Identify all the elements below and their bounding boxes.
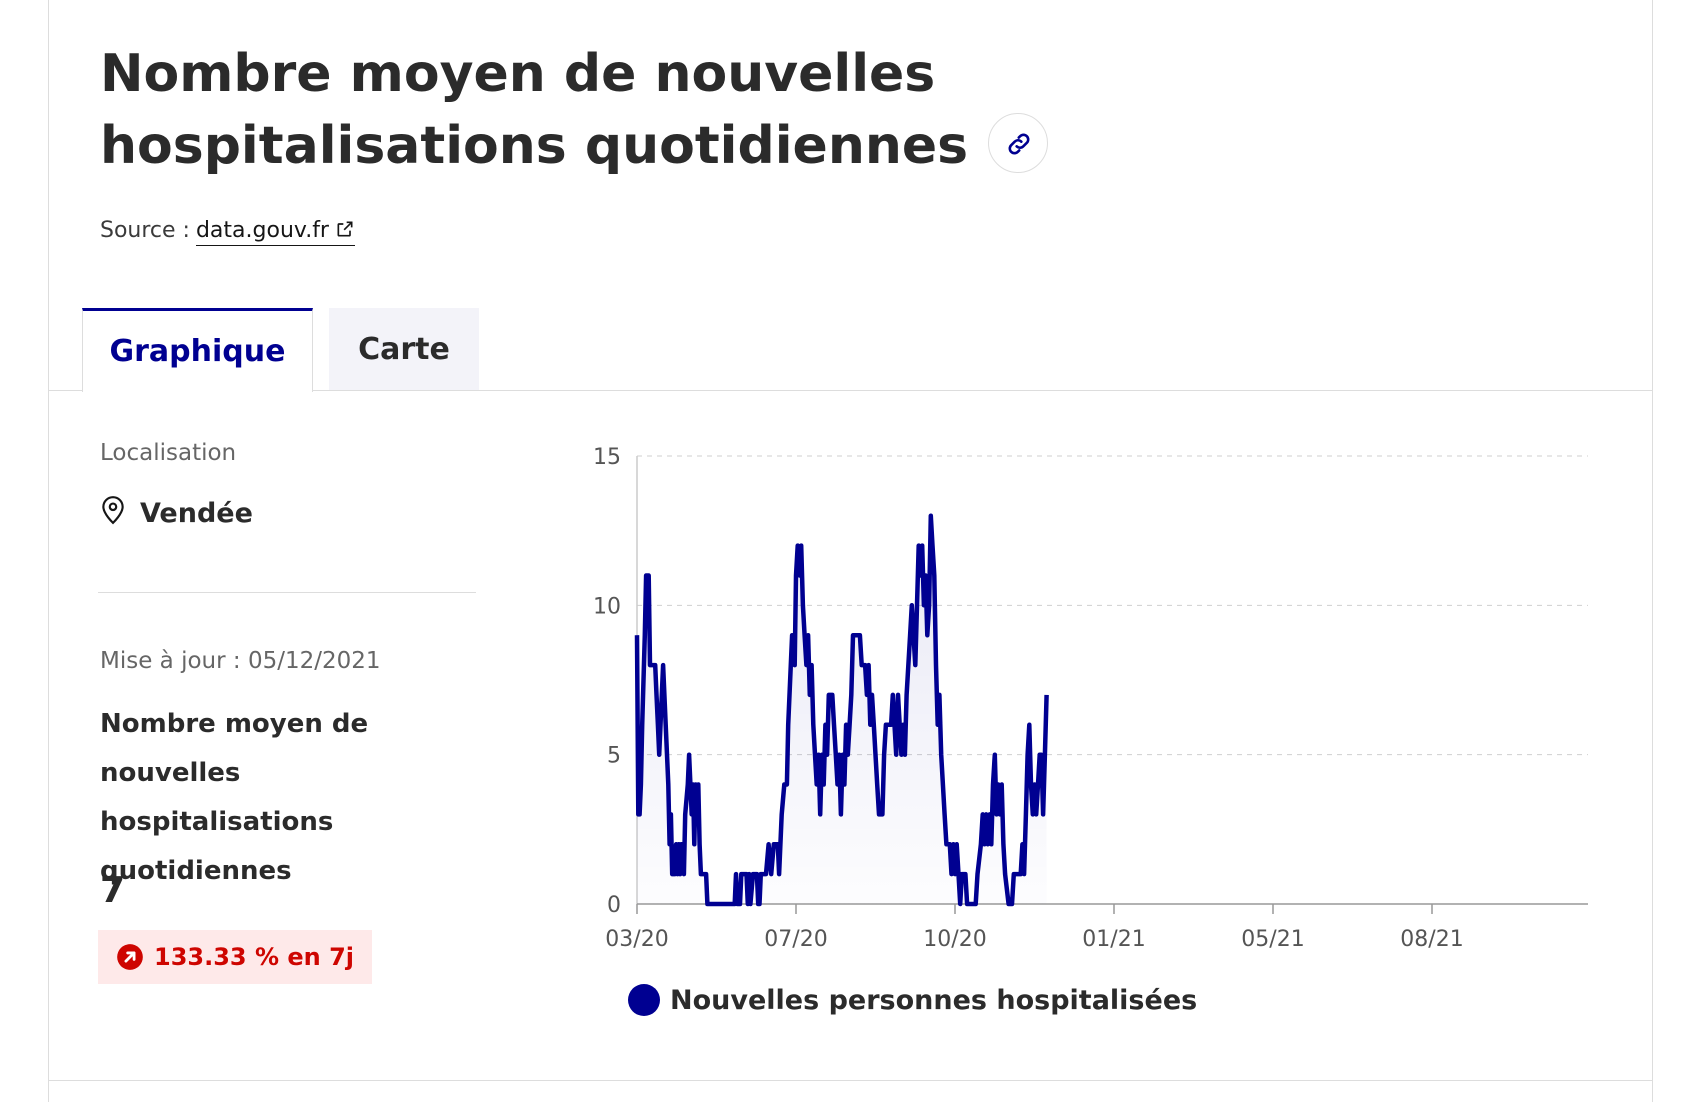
x-tick-label-01/21: 01/21 — [1082, 927, 1145, 952]
page-title: Nombre moyen de nouvelles hospitalisatio… — [100, 38, 1400, 182]
y-tick-label-15: 15 — [593, 445, 621, 470]
trend-text: 133.33 % en 7j — [154, 943, 355, 971]
source-link-text: data.gouv.fr — [195, 218, 329, 243]
legend-label: Nouvelles personnes hospitalisées — [670, 984, 1198, 1016]
card-border-left — [48, 0, 49, 1102]
chart-legend: Nouvelles personnes hospitalisées — [628, 984, 1197, 1016]
external-link-icon — [337, 221, 353, 237]
page-title-text: Nombre moyen de nouvelles hospitalisatio… — [100, 44, 969, 176]
hospitalisation-chart: 0 5 10 15 03/20 07/20 10/20 01/21 05/21 08/21 — [593, 445, 1588, 952]
tab-carte[interactable]: Carte — [329, 308, 479, 390]
card-border-right — [1652, 0, 1653, 1102]
card-bottom-divider — [48, 1080, 1653, 1081]
x-tick-label-08/21: 08/21 — [1400, 927, 1463, 952]
x-tick-label-07/20: 07/20 — [764, 927, 827, 952]
location-label: Localisation — [100, 440, 237, 466]
x-tick-label-05/21: 05/21 — [1241, 927, 1304, 952]
y-tick-label-0: 0 — [607, 893, 621, 918]
y-tick-label-5: 5 — [607, 744, 621, 769]
legend-swatch — [628, 984, 660, 1016]
copy-link-button[interactable] — [988, 113, 1049, 173]
indicator-value: 7 — [100, 870, 126, 911]
location-selector[interactable]: Vendée — [100, 495, 253, 529]
trend-badge: 133.33 % en 7j — [98, 930, 373, 984]
location-value: Vendée — [140, 498, 253, 529]
y-tick-label-10: 10 — [593, 594, 621, 619]
x-tick-label-03/20: 03/20 — [605, 927, 668, 952]
series-line-0 — [634, 513, 1049, 907]
link-icon — [1008, 133, 1030, 155]
arrow-up-right-icon — [117, 944, 143, 970]
tabs-divider — [48, 390, 1653, 391]
tab-graphique[interactable]: Graphique — [82, 308, 313, 392]
source-prefix: Source : — [100, 218, 190, 243]
panel-divider — [98, 592, 476, 593]
source-line: Source : data.gouv.fr — [100, 218, 355, 246]
indicator-name: Nombre moyen de nouvelles hospitalisatio… — [100, 709, 369, 886]
x-tick-label-10/20: 10/20 — [923, 927, 986, 952]
source-link[interactable]: data.gouv.fr — [195, 218, 355, 246]
update-date: Mise à jour : 05/12/2021 — [100, 648, 381, 674]
map-pin-icon — [102, 495, 124, 524]
